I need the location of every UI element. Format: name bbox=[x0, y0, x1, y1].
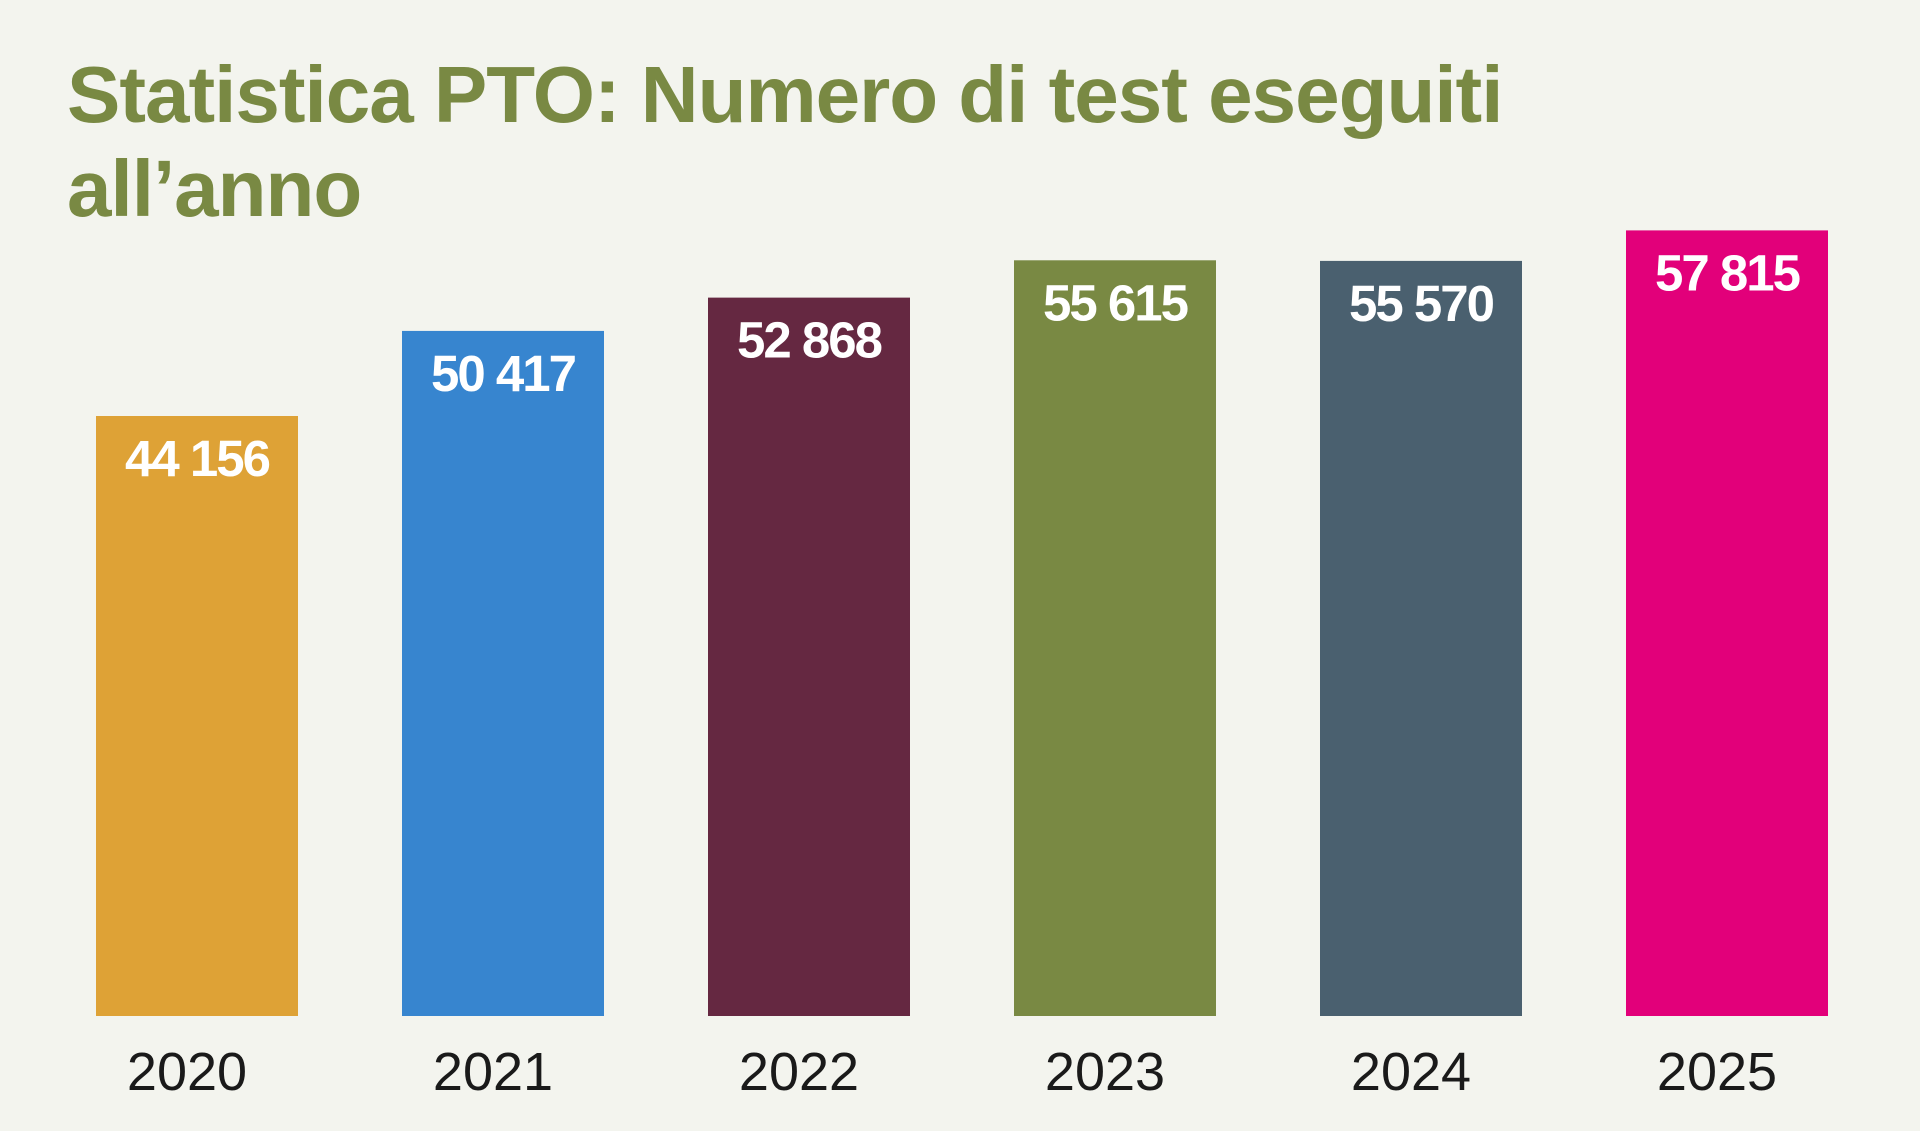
bar-value-label-2024: 55 570 bbox=[1349, 275, 1494, 332]
x-axis-tick-labels: 2020 2021 2022 2023 2024 2025 bbox=[127, 1042, 1777, 1102]
x-tick-label-2025: 2025 bbox=[1657, 1042, 1777, 1102]
bar-2021 bbox=[402, 330, 604, 1017]
x-tick-label-2021: 2021 bbox=[433, 1042, 553, 1102]
x-tick-label-2020: 2020 bbox=[127, 1042, 247, 1102]
bar-value-label-2020: 44 156 bbox=[125, 430, 270, 487]
bar-2020 bbox=[96, 416, 298, 1016]
value-labels-group: 44 156 50 417 52 868 55 615 55 570 57 815 bbox=[125, 244, 1802, 487]
x-tick-label-2024: 2024 bbox=[1351, 1042, 1471, 1102]
bar-2025 bbox=[1626, 230, 1828, 1017]
bar-value-label-2022: 52 868 bbox=[737, 312, 882, 369]
bar-2023 bbox=[1014, 260, 1216, 1016]
bar-value-label-2025: 57 815 bbox=[1655, 244, 1800, 301]
x-tick-label-2023: 2023 bbox=[1045, 1042, 1165, 1102]
x-tick-label-2022: 2022 bbox=[739, 1042, 859, 1102]
bar-2024 bbox=[1320, 260, 1522, 1016]
bars-group bbox=[96, 230, 1828, 1017]
bar-value-label-2021: 50 417 bbox=[431, 345, 576, 402]
bar-2022 bbox=[708, 297, 910, 1016]
bar-value-label-2023: 55 615 bbox=[1043, 274, 1188, 331]
chart-title: Statistica PTO: Numero di test eseguiti … bbox=[67, 50, 1503, 233]
